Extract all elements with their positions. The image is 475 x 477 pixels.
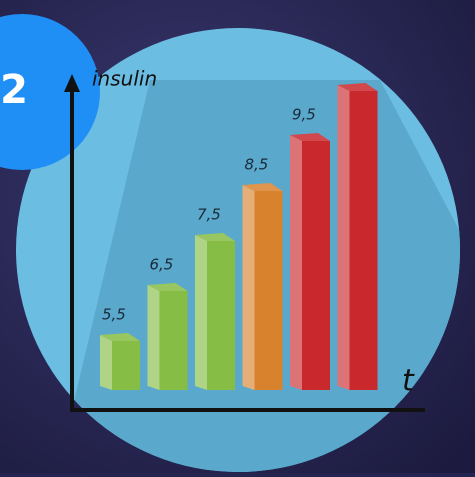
value-label: 8,5 [245,156,269,174]
bar [112,341,140,390]
bar [207,241,235,390]
bar-top [195,233,235,241]
badge-number: 2 [0,67,28,113]
bar-top [147,283,188,291]
value-label: 9,5 [292,106,316,124]
bar [349,91,378,390]
value-label: 5,5 [102,306,126,324]
bar-top [337,83,378,91]
bar [159,291,188,390]
bar [254,191,283,390]
bar-top [290,133,330,141]
bar-side [195,235,207,390]
bar-side [337,85,350,390]
y-axis-arrow [64,74,80,92]
bar-top [100,333,140,341]
value-label: 6,5 [150,256,174,274]
bar-side [100,335,112,390]
badge-circle [0,14,100,170]
bar-side [242,185,255,390]
bar [302,141,330,390]
bar-side [147,285,160,390]
value-label: 7,5 [197,206,221,224]
x-axis-label: t [402,364,415,399]
bar-top [242,183,283,191]
y-axis-label: insulin [92,67,157,91]
bar-side [290,135,302,390]
